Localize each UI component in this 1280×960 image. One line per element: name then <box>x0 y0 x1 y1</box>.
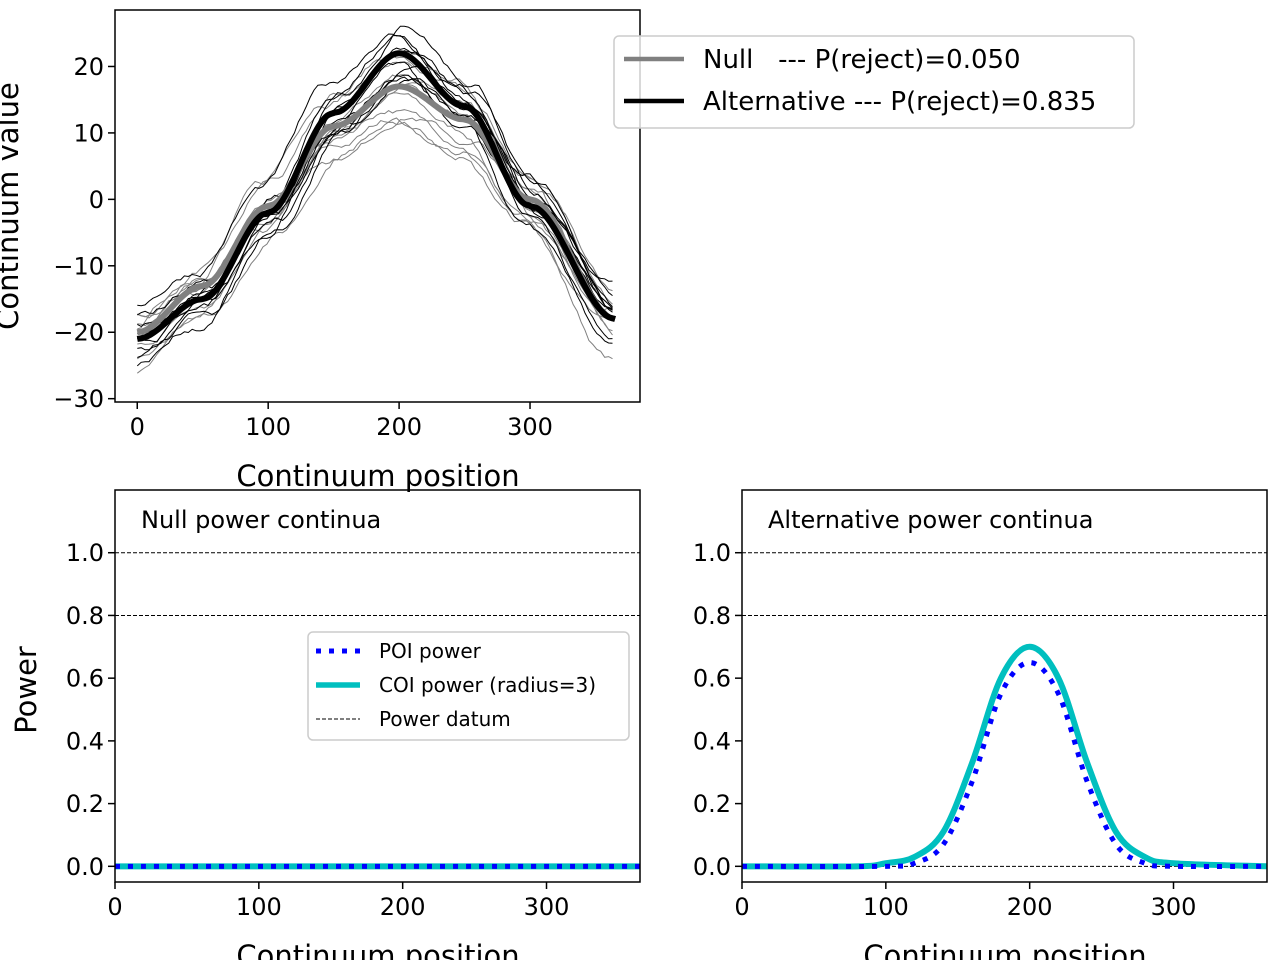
p2-data-lines <box>115 552 640 870</box>
alternative-power-panel: 0 100 200 300 0.0 0.2 0.4 0.6 0.8 1.0 Alternative… <box>693 489 1268 960</box>
p1-ylabel: Continuum value <box>0 82 25 330</box>
y-tick-label: 0.6 <box>66 665 104 693</box>
p3-xlabel: Continuum position <box>863 939 1146 960</box>
continuum-value-panel: 0 100 200 300 −30 −20 −10 0 10 20 Continuum posit… <box>0 9 641 493</box>
p1-axes-frame <box>114 9 641 403</box>
x-tick-label: 0 <box>130 413 145 441</box>
y-tick-label: 1.0 <box>66 539 104 567</box>
p2-axes-frame <box>114 489 641 883</box>
null-power-panel: 0 100 200 300 0.0 0.2 0.4 0.6 0.8 1.0 Null power … <box>9 489 641 960</box>
p2-ticks: 0 100 200 300 0.0 0.2 0.4 0.6 0.8 1.0 <box>66 539 570 921</box>
legend-null-label: Null --- P(reject)=0.050 <box>703 45 1021 75</box>
y-tick-label: 1.0 <box>693 539 731 567</box>
y-tick-label: 0.8 <box>66 602 104 630</box>
p3-axes-frame <box>741 489 1268 883</box>
null-realisation-line <box>137 55 613 330</box>
x-tick-label: 100 <box>236 893 282 921</box>
p2-annotation: Null power continua <box>141 506 381 534</box>
poi-power-line <box>742 659 1267 870</box>
x-tick-label: 100 <box>245 413 291 441</box>
y-tick-label: 20 <box>73 53 104 81</box>
x-tick-label: 300 <box>507 413 553 441</box>
x-tick-label: 300 <box>1151 893 1197 921</box>
legend-poi-label: POI power <box>379 639 482 663</box>
power-lines <box>742 552 1267 870</box>
null-realisation-line <box>137 117 613 360</box>
p1-ticks: 0 100 200 300 −30 −20 −10 0 10 20 <box>53 53 553 441</box>
null-realisation-line <box>137 74 613 327</box>
p2-legend-frame <box>307 631 630 741</box>
y-tick-label: 0.2 <box>693 790 731 818</box>
x-tick-label: 0 <box>107 893 122 921</box>
alternative-realisation-line <box>137 33 613 307</box>
alternative-realisation-line <box>136 61 613 367</box>
y-tick-label: 0.4 <box>693 727 731 755</box>
y-tick-label: 0.2 <box>66 790 104 818</box>
y-tick-label: −10 <box>53 252 104 280</box>
p3-ticks: 0 100 200 300 0.0 0.2 0.4 0.6 0.8 1.0 <box>693 539 1197 921</box>
legend-datum-label: Power datum <box>379 707 511 731</box>
y-tick-label: −20 <box>53 319 104 347</box>
legend-coi-label: COI power (radius=3) <box>379 673 596 697</box>
p3-data-lines <box>742 552 1267 870</box>
y-tick-label: 10 <box>73 119 104 147</box>
p1-legend-frame <box>613 35 1135 129</box>
p2-xlabel: Continuum position <box>236 939 519 960</box>
p2-legend: POI power COI power (radius=3) Power dat… <box>307 631 630 741</box>
p3-annotation: Alternative power continua <box>768 506 1093 534</box>
legend-alternative-label: Alternative --- P(reject)=0.835 <box>703 87 1096 117</box>
p1-legend: Null --- P(reject)=0.050 Alternative ---… <box>613 35 1135 129</box>
y-tick-label: 0.6 <box>693 665 731 693</box>
p1-data-lines <box>136 25 617 374</box>
null-mean-line <box>136 83 617 336</box>
x-tick-label: 200 <box>376 413 422 441</box>
power-lines <box>115 552 640 870</box>
alternative-realisation-line <box>137 65 613 351</box>
y-tick-label: 0.8 <box>693 602 731 630</box>
x-tick-label: 200 <box>380 893 426 921</box>
null-realisation-line <box>136 92 613 374</box>
y-tick-label: −30 <box>53 385 104 413</box>
p1-xlabel: Continuum position <box>236 459 519 493</box>
y-tick-label: 0.0 <box>693 853 731 881</box>
y-tick-label: 0.4 <box>66 727 104 755</box>
x-tick-label: 200 <box>1007 893 1053 921</box>
coi-power-line <box>742 643 1267 870</box>
alternative-mean-line <box>136 50 616 342</box>
x-tick-label: 300 <box>524 893 570 921</box>
y-tick-label: 0 <box>89 186 104 214</box>
alternative-realisation-line <box>137 34 613 358</box>
alternative-realisation-line <box>137 25 613 343</box>
y-tick-label: 0.0 <box>66 853 104 881</box>
x-tick-label: 100 <box>863 893 909 921</box>
x-tick-label: 0 <box>734 893 749 921</box>
p2-ylabel: Power <box>9 646 43 734</box>
